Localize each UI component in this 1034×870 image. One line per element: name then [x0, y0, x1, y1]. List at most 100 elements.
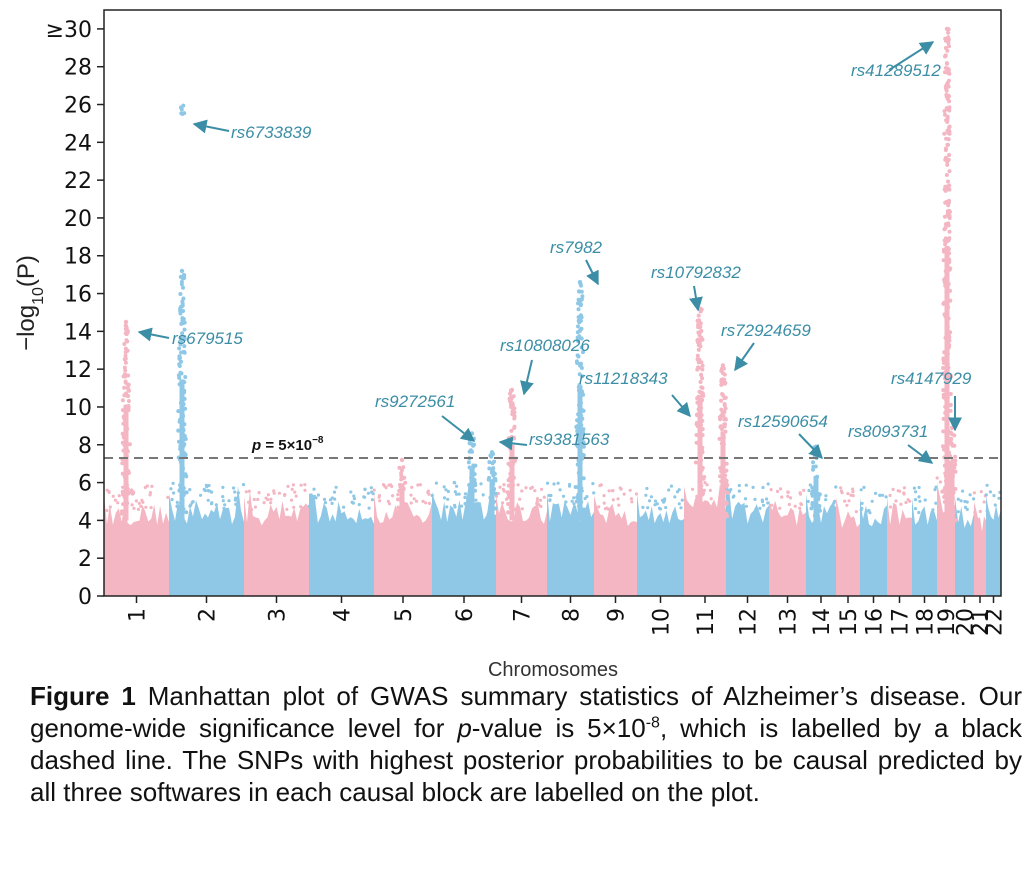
snp-point: [859, 508, 863, 512]
snp-point: [854, 510, 858, 514]
peak-point: [941, 429, 946, 434]
x-tick-label-2: 2: [196, 608, 221, 622]
peak-point: [120, 461, 125, 466]
peak-point: [948, 373, 953, 378]
snp-point: [843, 499, 847, 503]
chromosome-band-4: [309, 493, 374, 596]
peak-point: [946, 488, 951, 493]
snp-point: [481, 493, 485, 497]
snp-point: [537, 503, 541, 507]
snp-point: [878, 493, 882, 497]
snp-point: [851, 490, 855, 494]
y-tick-label: 20: [64, 207, 92, 232]
peak-point: [181, 336, 186, 341]
peak-point: [182, 273, 187, 278]
snp-point: [934, 501, 938, 505]
snp-point: [290, 487, 294, 491]
peak-point: [941, 444, 945, 449]
snp-point: [846, 492, 850, 496]
snp-point: [285, 507, 289, 511]
snp-point: [387, 483, 391, 487]
peak-point: [579, 289, 584, 294]
snp-point: [787, 502, 791, 507]
snp-point: [766, 501, 770, 505]
snp-point: [778, 506, 782, 510]
x-tick-label-4: 4: [331, 608, 356, 622]
annotation-arrow: [192, 119, 230, 134]
snp-point: [286, 484, 290, 488]
snp-point: [247, 500, 251, 504]
snp-point: [416, 483, 420, 487]
x-tick-label-13: 13: [777, 608, 802, 636]
chromosome-band-13: [769, 499, 806, 596]
y-tick-label: 8: [78, 434, 92, 459]
peak-point: [506, 510, 510, 515]
snp-point: [660, 498, 665, 502]
peak-point: [468, 448, 473, 453]
snp-point: [572, 502, 576, 506]
snp-point: [732, 494, 736, 498]
peak-point: [575, 353, 580, 358]
peak-point: [120, 509, 124, 514]
peak-point: [718, 417, 723, 422]
snp-point: [644, 493, 648, 497]
peak-point: [122, 357, 127, 362]
annotation-arrow: [671, 394, 691, 418]
peak-point: [722, 396, 727, 401]
snp-point: [547, 493, 551, 498]
peak-top-point: [720, 363, 726, 368]
snp-point: [113, 498, 117, 502]
snp-point: [870, 499, 874, 503]
snp-point: [847, 499, 851, 503]
peak-point: [943, 242, 948, 247]
peak-point: [179, 279, 184, 284]
peak-point: [181, 309, 186, 313]
snp-point: [137, 501, 141, 505]
snp-point: [902, 486, 907, 490]
snp-point: [645, 486, 649, 491]
peak-point: [949, 441, 954, 446]
peak-top-point: [949, 425, 955, 430]
peak-point: [699, 329, 704, 333]
snp-point: [293, 490, 297, 494]
peak-point: [182, 344, 187, 349]
snp-point: [434, 481, 438, 485]
snp-point: [366, 491, 370, 495]
snp-point: [294, 494, 298, 498]
peak-point: [178, 292, 183, 296]
peak-point: [716, 515, 721, 520]
snp-point: [973, 510, 977, 514]
snp-point: [988, 490, 993, 494]
snp-point: [535, 497, 540, 501]
snp-point: [221, 495, 225, 499]
peak-point: [948, 392, 953, 396]
snp-point: [410, 485, 414, 489]
snp-label-rs72924659: rs72924659: [721, 321, 811, 340]
x-tick-label-20: 20: [954, 608, 979, 636]
x-tick-label-11: 11: [694, 608, 719, 636]
peak-point: [700, 376, 705, 381]
snp-point: [377, 494, 382, 498]
snp-point: [414, 499, 419, 503]
snp-label-rs9381563: rs9381563: [529, 430, 610, 449]
snp-point: [737, 483, 741, 488]
peak-point: [506, 502, 511, 506]
peak-point: [581, 440, 586, 445]
peak-point: [943, 46, 948, 50]
peak-point: [944, 173, 949, 177]
peak-point: [947, 208, 951, 213]
snp-point: [370, 490, 374, 494]
plot-frame: [103, 9, 1002, 597]
snp-point: [691, 487, 695, 491]
snp-point: [862, 485, 866, 489]
peak-point: [580, 294, 585, 299]
snp-point: [968, 493, 972, 497]
peak-point: [181, 296, 186, 301]
peak-point: [397, 465, 402, 470]
x-tick-label-6: 6: [453, 608, 478, 622]
snp-point: [309, 497, 313, 501]
peak-point: [123, 323, 128, 328]
peak-point: [953, 454, 958, 459]
figure-caption: Figure 1 Manhattan plot of GWAS summary …: [30, 680, 1022, 808]
peak-point: [123, 368, 128, 373]
